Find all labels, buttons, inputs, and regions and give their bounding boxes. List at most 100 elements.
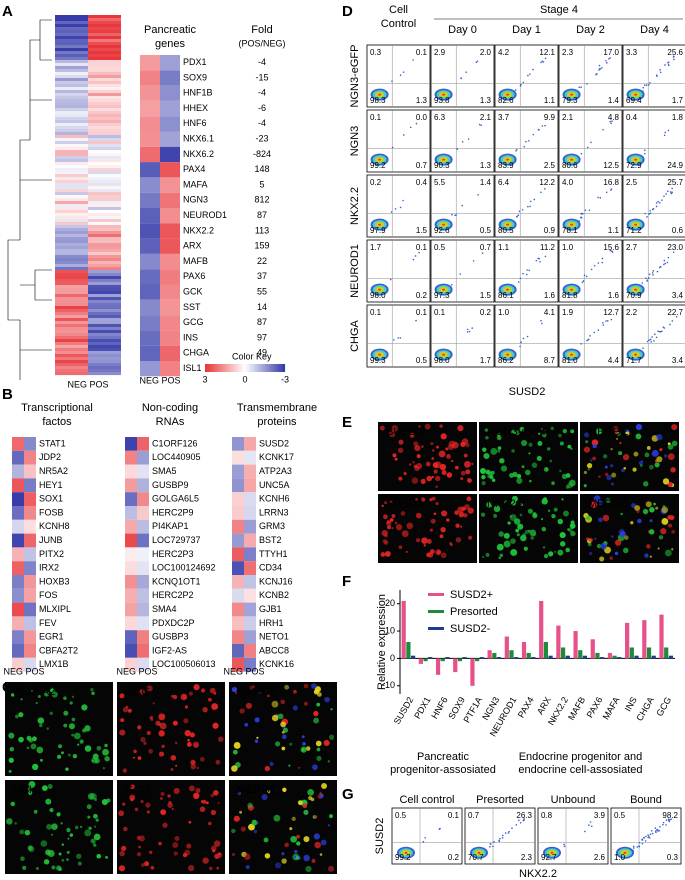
gene-label: LMX1B bbox=[39, 659, 69, 669]
cell-signal bbox=[122, 768, 128, 773]
density bbox=[570, 93, 574, 96]
cell-signal bbox=[27, 786, 32, 791]
cell-signal bbox=[186, 843, 192, 849]
cell-signal bbox=[212, 722, 219, 729]
heatmap-cell bbox=[55, 279, 88, 283]
cell-signal bbox=[51, 823, 58, 830]
cell-signal bbox=[423, 544, 426, 547]
event bbox=[578, 86, 581, 89]
cell-signal bbox=[598, 517, 603, 523]
heatmap-cell bbox=[88, 84, 121, 88]
event bbox=[530, 200, 532, 203]
heatmap-cell bbox=[244, 657, 256, 672]
cell-signal bbox=[558, 433, 562, 438]
event bbox=[609, 249, 612, 252]
event bbox=[424, 836, 426, 839]
cell-signal bbox=[51, 691, 58, 698]
event bbox=[666, 261, 669, 264]
heatmap-cell bbox=[160, 253, 180, 270]
event bbox=[399, 206, 402, 209]
cell-signal bbox=[196, 766, 200, 770]
quadrant-value: 0.1 bbox=[416, 243, 428, 252]
event bbox=[523, 818, 525, 820]
heatmap-cell bbox=[88, 273, 121, 277]
cell-signal bbox=[303, 683, 309, 689]
cell-signal bbox=[9, 746, 15, 752]
y-tick-label: 20 bbox=[385, 598, 395, 608]
cell-signal bbox=[618, 451, 623, 456]
quadrant-value: 0.4 bbox=[416, 178, 428, 187]
legend-label: Presorted bbox=[450, 606, 498, 618]
event bbox=[399, 74, 402, 77]
heatmap-cell bbox=[55, 312, 88, 316]
cell-signal bbox=[567, 444, 572, 449]
cell-signal bbox=[429, 528, 434, 532]
cell-signal bbox=[507, 521, 511, 525]
gene-label: KCNH8 bbox=[39, 521, 70, 531]
event bbox=[669, 323, 671, 326]
heatmap-cell bbox=[55, 309, 88, 313]
heatmap-cell bbox=[160, 238, 180, 254]
heatmap-cell bbox=[12, 450, 24, 465]
heatmap-cell bbox=[88, 117, 121, 121]
micrograph bbox=[580, 422, 679, 491]
heatmap-cell bbox=[244, 575, 256, 589]
cell-signal bbox=[247, 802, 253, 809]
stage-header: Stage 4 bbox=[540, 4, 578, 16]
event bbox=[412, 258, 415, 261]
heatmap-cell bbox=[55, 345, 88, 349]
cell-signal bbox=[188, 820, 192, 824]
cell-signal bbox=[594, 537, 597, 540]
color-key bbox=[243, 364, 246, 372]
cell-signal bbox=[37, 717, 45, 724]
heatmap-cell bbox=[55, 372, 88, 376]
cell-signal bbox=[430, 442, 434, 446]
cell-signal bbox=[468, 535, 473, 540]
heatmap-cell bbox=[88, 264, 121, 268]
cell-signal bbox=[193, 792, 200, 800]
gene-label: ABCC8 bbox=[259, 645, 289, 655]
cell-signal bbox=[429, 549, 435, 554]
color-key bbox=[245, 364, 248, 372]
cell-signal bbox=[454, 465, 459, 470]
heatmap-cell bbox=[88, 72, 121, 76]
heatmap-cell bbox=[140, 330, 160, 346]
heatmap-cell bbox=[232, 533, 244, 548]
cell-signal bbox=[208, 866, 213, 871]
heatmap-cell bbox=[24, 450, 36, 465]
bar bbox=[612, 655, 617, 659]
color-key bbox=[207, 364, 210, 372]
bar bbox=[475, 658, 480, 662]
cell-signal bbox=[303, 701, 308, 706]
heatmap-cell bbox=[88, 177, 121, 181]
cell-signal bbox=[90, 838, 96, 844]
cell-signal bbox=[269, 762, 274, 766]
cell-signal bbox=[661, 518, 669, 525]
event bbox=[648, 273, 651, 276]
heatmap-cell bbox=[88, 87, 121, 91]
cell-signal bbox=[386, 525, 392, 530]
heatmap-cell bbox=[137, 547, 149, 562]
event bbox=[648, 837, 651, 839]
cell-signal bbox=[381, 504, 384, 508]
heatmap-cell bbox=[24, 533, 36, 548]
heatmap-cell bbox=[88, 174, 121, 178]
heatmap-cell bbox=[55, 207, 88, 211]
cell-signal bbox=[49, 807, 54, 813]
heatmap-cell bbox=[88, 225, 121, 229]
cell-signal bbox=[583, 446, 591, 453]
cell-signal bbox=[231, 765, 238, 772]
cell-signal bbox=[324, 696, 330, 703]
heatmap-cell bbox=[88, 18, 121, 22]
event bbox=[526, 269, 528, 271]
event bbox=[650, 340, 653, 343]
cell-signal bbox=[254, 717, 260, 723]
heatmap-cell bbox=[140, 146, 160, 163]
heatmap-cell bbox=[55, 63, 88, 67]
cell-signal bbox=[35, 866, 39, 870]
cell-signal bbox=[202, 857, 209, 864]
quadrant-value: 11.2 bbox=[540, 243, 556, 252]
axis-label: NKX2.2 bbox=[519, 868, 557, 880]
cell-signal bbox=[51, 865, 56, 870]
heatmap-cell bbox=[160, 146, 180, 163]
